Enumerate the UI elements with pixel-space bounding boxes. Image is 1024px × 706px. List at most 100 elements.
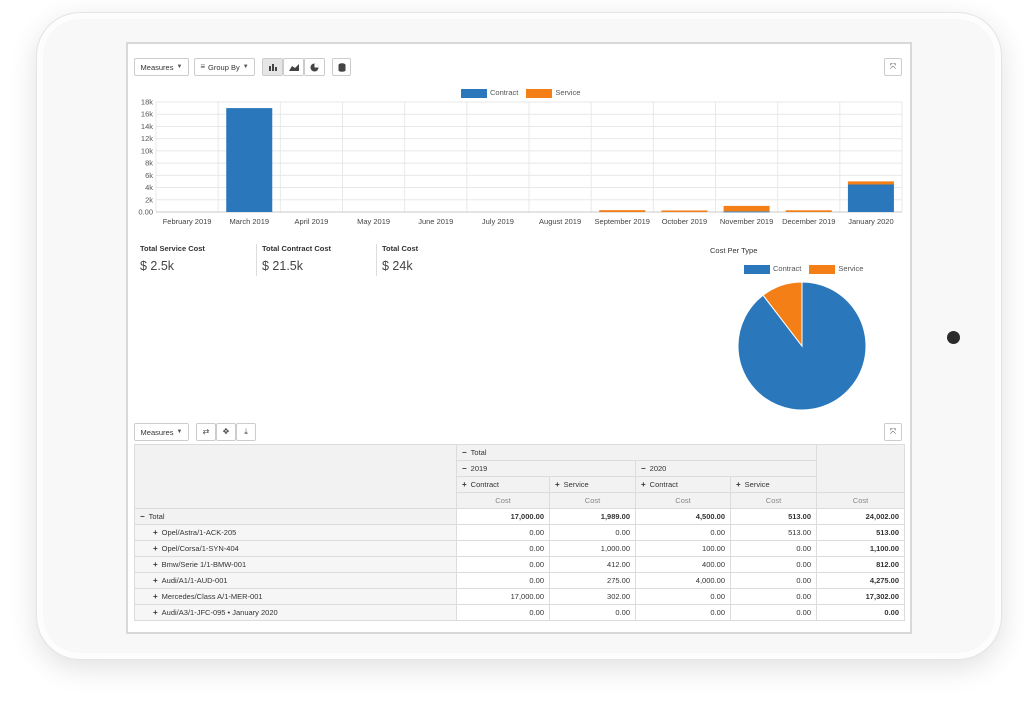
- x-tick-label: June 2019: [418, 217, 453, 226]
- measure-header[interactable]: Cost: [456, 492, 550, 509]
- exchange-icon: ⇄: [202, 427, 210, 436]
- expand-chart-button[interactable]: ⤧: [884, 58, 902, 76]
- kpi-total-cost: Total Cost $ 24k: [376, 244, 494, 276]
- area-chart-icon: [288, 64, 299, 71]
- measure-header[interactable]: Cost: [729, 492, 818, 509]
- col-header-label: Service: [563, 480, 589, 489]
- col-header-type[interactable]: + Contract: [456, 476, 550, 493]
- bar-chart-legend: Contract Service: [461, 88, 580, 98]
- group-by-label: Group By: [208, 62, 240, 72]
- bar-contract: [847, 184, 894, 212]
- kpi-value: $ 21.5k: [262, 259, 304, 273]
- y-tick-label: 12k: [141, 134, 153, 143]
- x-tick-label: December 2019: [782, 217, 835, 226]
- line-chart-button[interactable]: [283, 58, 304, 76]
- pie-chart: [737, 281, 867, 411]
- y-tick-label: 18k: [141, 98, 153, 107]
- col-header-type[interactable]: + Service: [549, 476, 636, 493]
- minus-icon: −: [462, 464, 467, 473]
- pie-chart-button[interactable]: [304, 58, 325, 76]
- pie-legend-item-contract[interactable]: Contract: [744, 264, 801, 274]
- row-header[interactable]: + Audi/A3/1-JFC-095 • January 2020: [134, 604, 457, 621]
- pie-legend-item-service[interactable]: Service: [809, 264, 863, 274]
- measure-header[interactable]: Cost: [549, 492, 636, 509]
- col-header-year-2020[interactable]: −2020: [634, 460, 818, 477]
- legend-item-contract[interactable]: Contract: [461, 88, 518, 98]
- legend-swatch-service: [809, 264, 836, 274]
- expand-icon: ⤧: [889, 427, 897, 436]
- y-tick-label: 8k: [145, 159, 153, 168]
- col-header-label: 2020: [649, 464, 667, 473]
- app-screen: Measures ▼ ≡ Group By ▼ ⤧ Contract Servi…: [126, 42, 912, 634]
- x-tick-label: April 2019: [295, 217, 329, 226]
- bar-chart-button[interactable]: [262, 58, 283, 76]
- plus-icon: +: [555, 480, 560, 489]
- y-tick-label: 10k: [141, 146, 153, 155]
- expand-icon: ⤧: [889, 62, 897, 71]
- row-header-label: Mercedes/Class A/1-MER-001: [161, 592, 263, 601]
- row-header[interactable]: + Audi/A1/1-AUD-001: [134, 572, 457, 589]
- row-header[interactable]: + Bmw/Serie 1/1-BMW-001: [134, 556, 457, 573]
- table-cell: 0.00: [729, 556, 818, 573]
- caret-down-icon: ▼: [176, 429, 183, 435]
- expand-pivot-button[interactable]: ⤧: [884, 423, 902, 441]
- expand-all-button[interactable]: ✥: [216, 423, 236, 441]
- pivot-measures-dropdown-button[interactable]: Measures ▼: [134, 423, 189, 441]
- table-cell: 24,002.00: [816, 508, 906, 525]
- download-icon: ⤓: [244, 427, 248, 436]
- legend-label-contract: Contract: [773, 264, 802, 273]
- pie-slice-service[interactable]: [762, 281, 803, 348]
- col-header-total[interactable]: − Total: [455, 444, 818, 461]
- table-cell: 0.00: [456, 540, 550, 557]
- row-header-total[interactable]: − Total: [134, 508, 457, 525]
- flip-axis-button[interactable]: ⇄: [196, 423, 216, 441]
- table-cell: 1,000.00: [549, 540, 636, 557]
- download-button[interactable]: ⤓: [236, 423, 256, 441]
- row-header[interactable]: + Mercedes/Class A/1-MER-001: [134, 588, 457, 605]
- kpi-value: $ 24k: [382, 259, 413, 273]
- kpi-value: $ 2.5k: [140, 259, 175, 273]
- plus-icon: +: [736, 480, 741, 489]
- caret-down-icon: ▼: [176, 64, 183, 70]
- table-cell: 0.00: [456, 556, 550, 573]
- x-tick-label: January 2020: [848, 217, 893, 226]
- bar-chart-icon: [268, 64, 277, 71]
- measure-header[interactable]: Cost: [816, 492, 906, 509]
- pivot-total-corner: [816, 444, 906, 493]
- table-cell: 513.00: [729, 508, 818, 525]
- plus-icon: +: [462, 480, 467, 489]
- kpi-label: Total Contract Cost: [262, 244, 332, 253]
- minus-icon: −: [462, 448, 467, 457]
- legend-item-service[interactable]: Service: [526, 88, 580, 98]
- legend-label-contract: Contract: [490, 88, 519, 97]
- table-cell: 0.00: [816, 604, 906, 621]
- plus-icon: +: [641, 480, 646, 489]
- col-header-type[interactable]: + Contract: [635, 476, 731, 493]
- table-row: + Bmw/Serie 1/1-BMW-001 0.00 412.00 400.0…: [134, 556, 906, 573]
- measure-header[interactable]: Cost: [635, 492, 731, 509]
- legend-label-service: Service: [555, 88, 581, 97]
- row-header[interactable]: + Opel/Astra/1-ACK-205: [134, 524, 457, 541]
- bar-service: [723, 205, 770, 212]
- col-header-type[interactable]: + Service: [729, 476, 818, 493]
- table-cell: 0.00: [729, 604, 818, 621]
- col-header-label: Service: [744, 480, 770, 489]
- plus-icon: +: [153, 592, 158, 601]
- table-cell: 0.00: [635, 524, 731, 541]
- x-tick-label: February 2019: [163, 217, 212, 226]
- bar-service: [661, 210, 708, 212]
- col-header-label: Total: [470, 448, 487, 457]
- measures-dropdown-button[interactable]: Measures ▼: [134, 58, 189, 76]
- stacked-toggle-button[interactable]: [332, 58, 351, 76]
- col-header-year-2019[interactable]: −2019: [456, 460, 636, 477]
- y-tick-label: 16k: [141, 110, 153, 119]
- y-tick-label: 6k: [145, 171, 153, 180]
- measures-label: Measures: [140, 427, 174, 437]
- table-cell: 0.00: [456, 572, 550, 589]
- bar-contract: [723, 211, 770, 213]
- row-header[interactable]: + Opel/Corsa/1-SYN-404: [134, 540, 457, 557]
- table-row-total: − Total 17,000.00 1,989.00 4,500.00 513.0…: [134, 508, 906, 525]
- row-header-label: Bmw/Serie 1/1-BMW-001: [161, 560, 247, 569]
- group-by-dropdown-button[interactable]: ≡ Group By ▼: [194, 58, 255, 76]
- plus-icon: +: [153, 576, 158, 585]
